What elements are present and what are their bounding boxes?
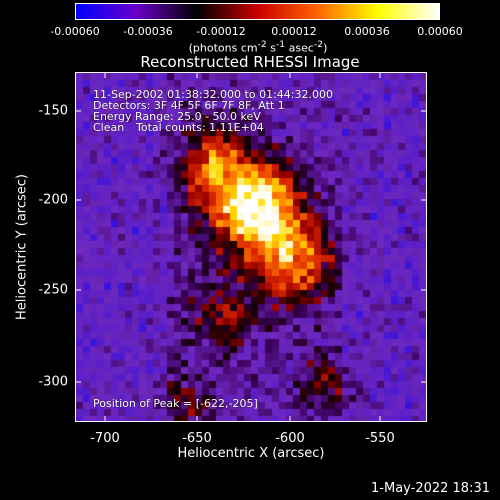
algorithm-label: Clean: [93, 121, 125, 134]
detectors-label: Detectors: 3F 4F 5F 6F 7F 8F, Att 1: [93, 99, 285, 112]
time-range-label: 11-Sep-2002 01:38:32.000 to 01:44:32.000: [93, 88, 333, 101]
peak-position-label: Position of Peak = [-622,-205]: [93, 397, 258, 410]
x-tick-label: -700: [90, 431, 120, 446]
energy-range-label: Energy Range: 25.0 - 50.0 keV: [93, 110, 261, 123]
colorbar-tick-label: 0.00036: [344, 25, 390, 38]
y-tick-label: -300: [38, 374, 68, 390]
plot-title: Reconstructed RHESSI Image: [140, 53, 360, 71]
y-tick-label: -150: [38, 103, 68, 119]
y-tick-label: -250: [38, 282, 68, 298]
colorbar-tick-label: -0.00060: [50, 25, 100, 38]
x-tick-label: -600: [275, 431, 305, 446]
colorbar: [75, 3, 440, 20]
y-axis-label: Heliocentric Y (arcsec): [14, 174, 30, 320]
colorbar-tick-label: 0.00060: [417, 25, 463, 38]
x-axis-label: Heliocentric X (arcsec): [177, 446, 325, 461]
colorbar-tick-label: 0.00012: [271, 25, 317, 38]
total-counts-label: Total counts: 1.11E+04: [136, 121, 264, 134]
y-tick-label: -200: [38, 192, 68, 208]
colorbar-units: (photons cm-2 s-1 asec-2): [188, 39, 328, 55]
footer-timestamp: 1-May-2022 18:31: [371, 481, 490, 496]
colorbar-tick-label: -0.00036: [123, 25, 173, 38]
image-plot: 11-Sep-2002 01:38:32.000 to 01:44:32.000…: [75, 72, 427, 422]
heatmap-image: [76, 73, 426, 421]
x-tick-label: -650: [182, 431, 212, 446]
colorbar-tick-label: -0.00012: [196, 25, 246, 38]
x-tick-label: -550: [365, 431, 395, 446]
